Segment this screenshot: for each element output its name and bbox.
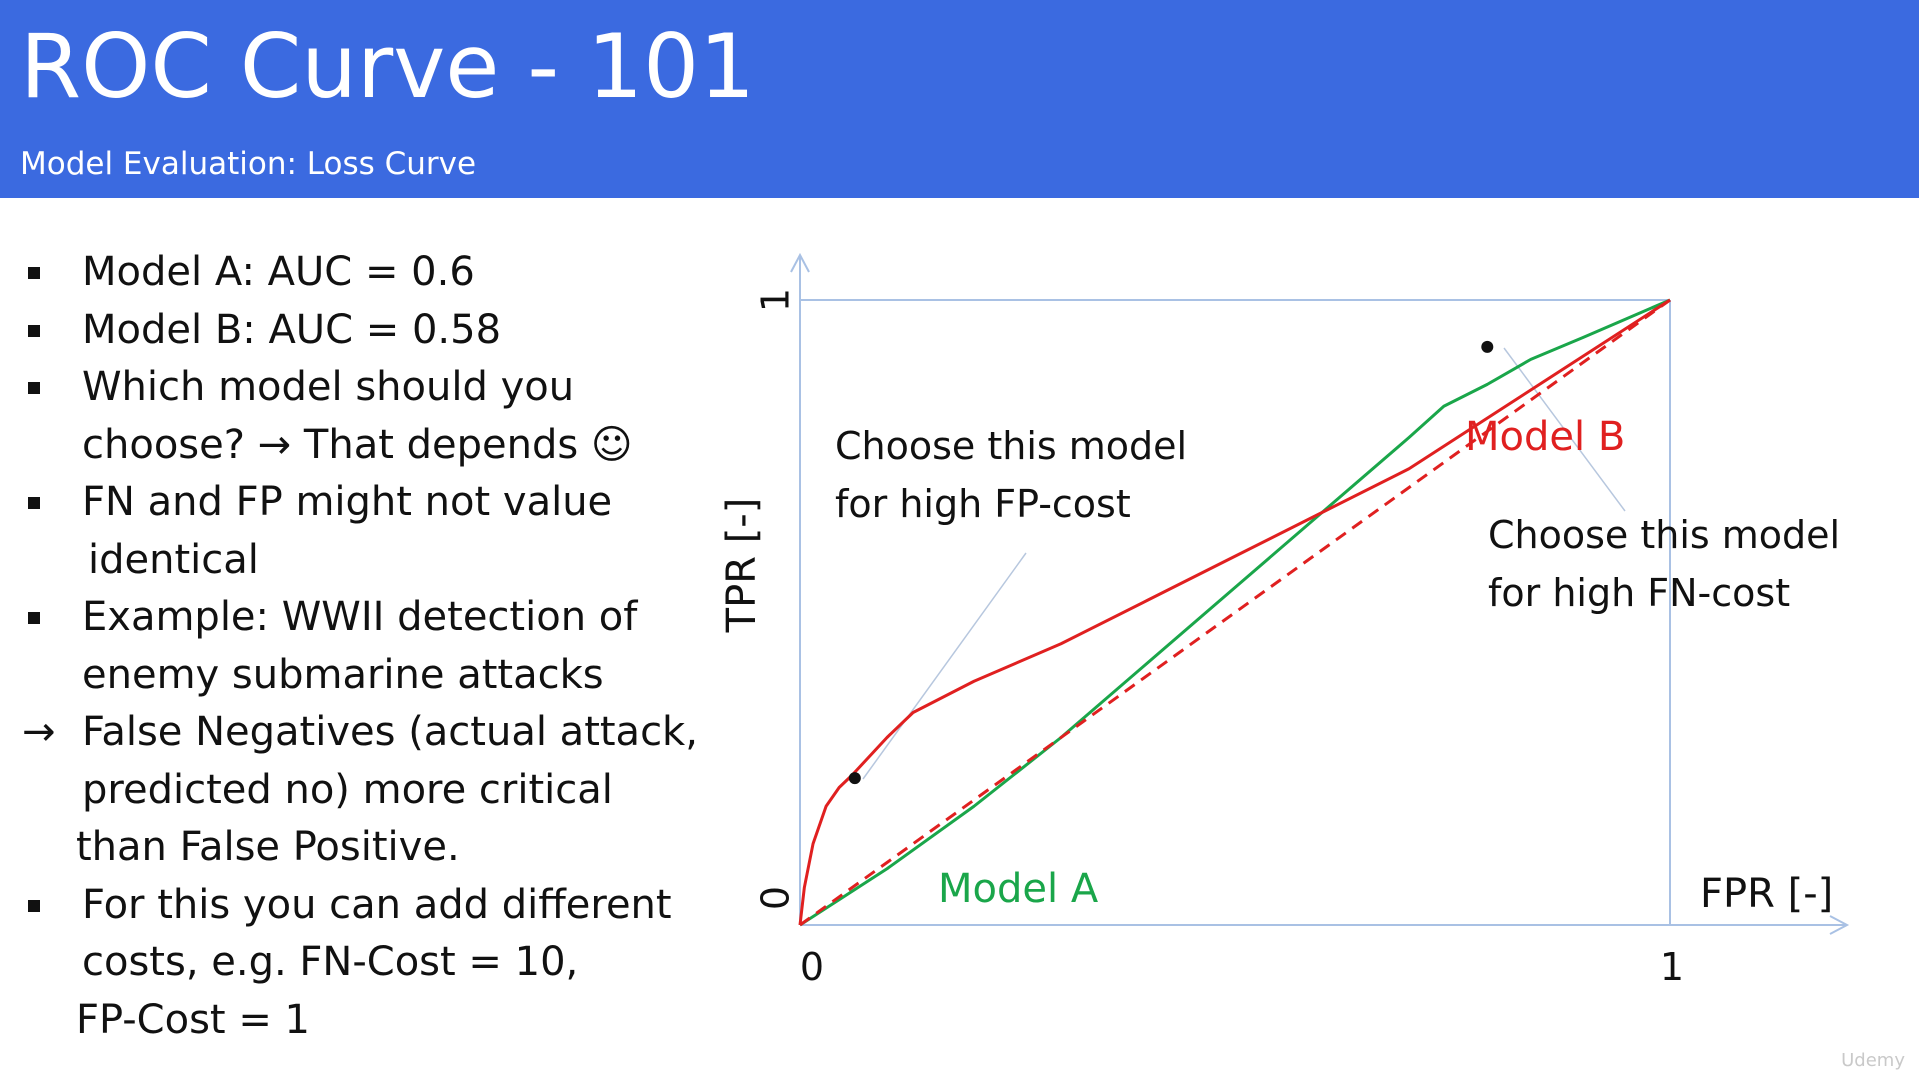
- bullet-text: For this you can add different: [82, 881, 672, 928]
- model-a-series-line: [799, 298, 1671, 927]
- udemy-watermark: Udemy: [1841, 1050, 1905, 1071]
- annotation-lines: [862, 347, 1626, 780]
- y-tick-label: 1: [754, 288, 798, 312]
- bullet-text: enemy submarine attacks: [82, 651, 604, 698]
- x-tick-label: 0: [800, 945, 824, 989]
- bullet-item: Example: WWII detection of enemy submari…: [22, 589, 702, 704]
- bullet-item: Model B: AUC = 0.58: [22, 302, 702, 360]
- x-axis-label: FPR [-]: [1700, 871, 1833, 917]
- bullet-text: Which model should you: [82, 364, 575, 410]
- model-a-label: Model A: [938, 866, 1099, 912]
- y-axis-arrowhead: [790, 252, 810, 273]
- bullet-text: than False Positive.: [76, 824, 460, 870]
- bullet-text: Model B: AUC = 0.58: [82, 306, 502, 353]
- slide-subtitle: Model Evaluation: Loss Curve: [20, 146, 477, 182]
- arrow-bullet-item: → False Negatives (actual attack, predic…: [22, 704, 702, 877]
- bullet-text: Model A: AUC = 0.6: [82, 249, 475, 295]
- y-axis-label: TPR [-]: [719, 498, 765, 634]
- bullet-text: identical: [88, 536, 259, 583]
- bullet-text: False Negatives (actual attack,: [82, 709, 698, 755]
- operating-point-marker: [848, 772, 861, 785]
- operating-point-marker: [1481, 340, 1494, 353]
- bullet-item: Which model should you choose? → That de…: [22, 359, 702, 474]
- bullet-text: Example: WWII detection of: [82, 594, 638, 640]
- series-layer: [798, 298, 1671, 927]
- bullet-item: Model A: AUC = 0.6: [22, 244, 702, 302]
- bullet-text: FP-Cost = 1: [76, 996, 311, 1043]
- bullet-text: FN and FP might not value: [82, 479, 613, 525]
- y-tick-label: 0: [754, 886, 798, 910]
- slide-title: ROC Curve - 101: [20, 15, 756, 118]
- fp-note-line: for high FP-cost: [835, 482, 1131, 526]
- x-tick-label: 1: [1660, 945, 1684, 989]
- bullet-item: For this you can add different costs, e.…: [22, 877, 702, 1050]
- fn-note-line: for high FN-cost: [1488, 571, 1790, 615]
- fp-note-pointer: [862, 552, 1027, 780]
- fp-note-line: Choose this model: [835, 424, 1187, 468]
- axes: [790, 252, 1850, 935]
- bullet-text: costs, e.g. FN-Cost = 10,: [82, 939, 579, 985]
- marker-layer: [848, 340, 1494, 785]
- fn-note-pointer: [1503, 347, 1626, 512]
- model-b-label: Model B: [1465, 414, 1625, 460]
- bullet-text: choose? → That depends ☺: [82, 421, 633, 468]
- bullet-text: predicted no) more critical: [82, 766, 613, 813]
- bullet-item: FN and FP might not value identical: [22, 474, 702, 589]
- bullet-list: Model A: AUC = 0.6 Model B: AUC = 0.58 W…: [22, 244, 702, 1049]
- slide-header: ROC Curve - 101 Model Evaluation: Loss C…: [0, 0, 1919, 198]
- roc-chart: 1 0 0 1 TPR [-] FPR [-] Model A Model B …: [719, 252, 1850, 989]
- x-axis-arrowhead: [1829, 915, 1850, 935]
- model-b-series-line: [798, 298, 1671, 926]
- fn-note-line: Choose this model: [1488, 513, 1840, 557]
- arrow-icon: →: [22, 709, 56, 755]
